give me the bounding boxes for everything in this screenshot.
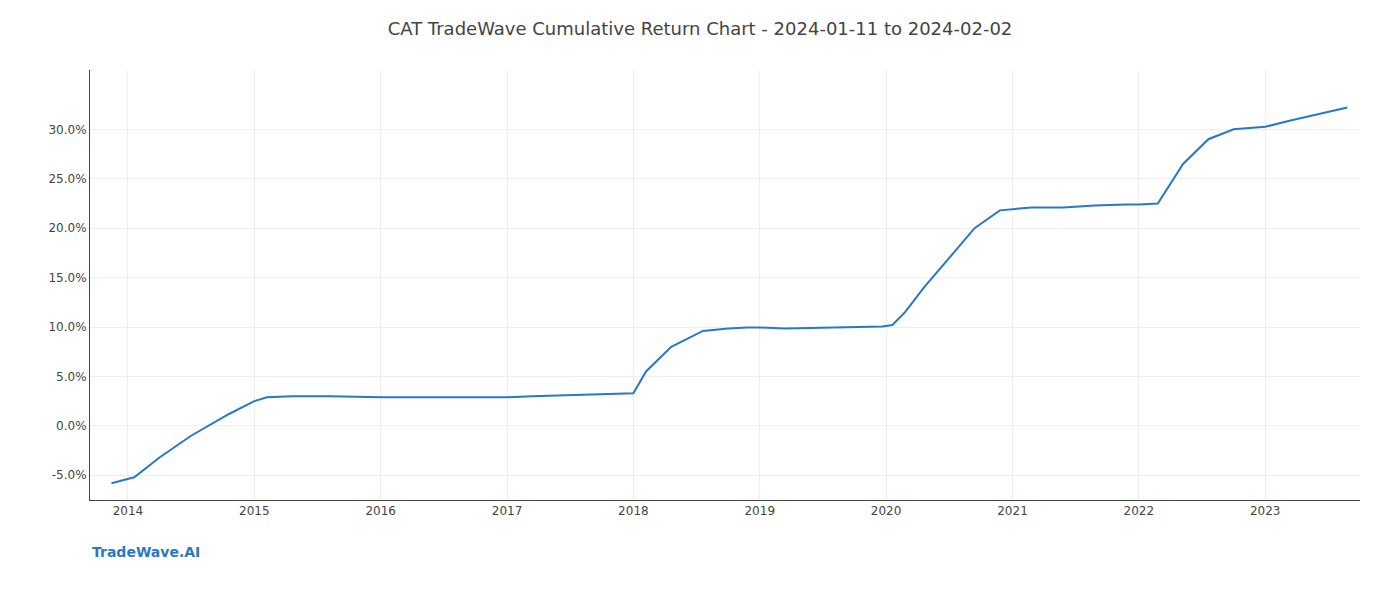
svg-text:2019: 2019 <box>744 504 775 518</box>
svg-text:10.0%: 10.0% <box>48 320 86 334</box>
svg-text:TradeWave.AI: TradeWave.AI <box>92 544 200 560</box>
svg-text:2017: 2017 <box>492 504 523 518</box>
svg-text:15.0%: 15.0% <box>48 271 86 285</box>
svg-text:CAT TradeWave Cumulative Retur: CAT TradeWave Cumulative Return Chart - … <box>388 18 1013 39</box>
svg-text:2014: 2014 <box>113 504 144 518</box>
svg-text:30.0%: 30.0% <box>48 123 86 137</box>
svg-text:20.0%: 20.0% <box>48 221 86 235</box>
svg-text:5.0%: 5.0% <box>56 370 87 384</box>
svg-text:2020: 2020 <box>871 504 902 518</box>
svg-text:2022: 2022 <box>1124 504 1155 518</box>
svg-text:-5.0%: -5.0% <box>52 468 87 482</box>
svg-text:2021: 2021 <box>997 504 1028 518</box>
svg-text:25.0%: 25.0% <box>48 172 86 186</box>
svg-text:0.0%: 0.0% <box>56 419 87 433</box>
svg-text:2018: 2018 <box>618 504 649 518</box>
svg-text:2016: 2016 <box>365 504 396 518</box>
svg-text:2023: 2023 <box>1250 504 1281 518</box>
svg-text:2015: 2015 <box>239 504 270 518</box>
